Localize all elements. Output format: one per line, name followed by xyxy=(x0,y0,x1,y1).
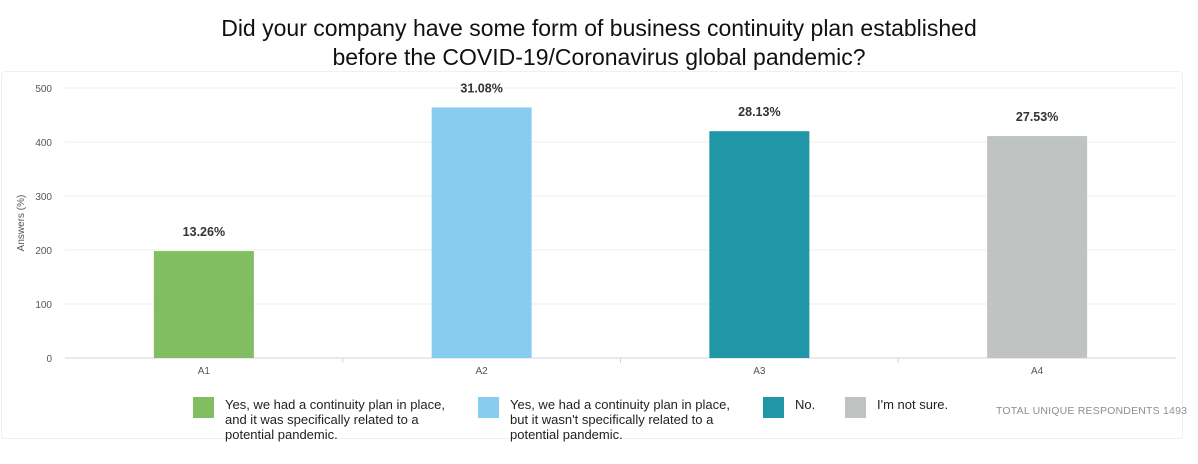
legend-swatch-a1 xyxy=(193,397,214,418)
legend-swatch-a2 xyxy=(478,397,499,418)
x-tick-label-a1: A1 xyxy=(198,366,211,377)
bar-a1 xyxy=(153,251,254,358)
y-tick-label-100: 100 xyxy=(35,300,52,311)
y-tick-label-200: 200 xyxy=(35,246,52,257)
legend-item-a1: Yes, we had a continuity plan in place, … xyxy=(193,397,445,442)
respondents-footnote: TOTAL UNIQUE RESPONDENTS 1493 xyxy=(996,405,1188,417)
data-label-a2: 31.08% xyxy=(460,81,502,95)
x-tick-label-a2: A2 xyxy=(476,366,489,377)
legend-item-a4: I'm not sure. xyxy=(845,397,948,418)
y-tick-label-300: 300 xyxy=(35,192,52,203)
x-tick-label-a3: A3 xyxy=(753,366,766,377)
bar-a2 xyxy=(431,107,532,358)
y-tick-label-500: 500 xyxy=(35,84,52,95)
chart-title: Did your company have some form of busin… xyxy=(0,14,1198,72)
bar-a4 xyxy=(987,136,1088,358)
y-axis-label: Answers (%) xyxy=(16,195,27,252)
legend-label-a3: No. xyxy=(795,397,816,412)
bar-a3 xyxy=(709,131,810,358)
data-label-a1: 13.26% xyxy=(183,225,225,239)
data-label-a4: 27.53% xyxy=(1016,110,1058,124)
legend-label-a4: I'm not sure. xyxy=(877,397,949,412)
x-tick-label-a4: A4 xyxy=(1031,366,1044,377)
legend-swatch-a3 xyxy=(763,397,784,418)
legend-item-a2: Yes, we had a continuity plan in place, … xyxy=(478,397,730,442)
legend-item-a3: No. xyxy=(763,397,815,418)
chart-title-line-1: Did your company have some form of busin… xyxy=(221,15,977,41)
y-tick-label-400: 400 xyxy=(35,138,52,149)
chart-title-line-2: before the COVID-19/Coronavirus global p… xyxy=(332,44,866,70)
data-label-a3: 28.13% xyxy=(738,105,780,119)
y-tick-label-0: 0 xyxy=(46,354,52,365)
legend-label-a2: Yes, we had a continuity plan in place, … xyxy=(510,397,730,442)
legend-label-a1: Yes, we had a continuity plan in place, … xyxy=(225,397,445,442)
legend-swatch-a4 xyxy=(845,397,866,418)
